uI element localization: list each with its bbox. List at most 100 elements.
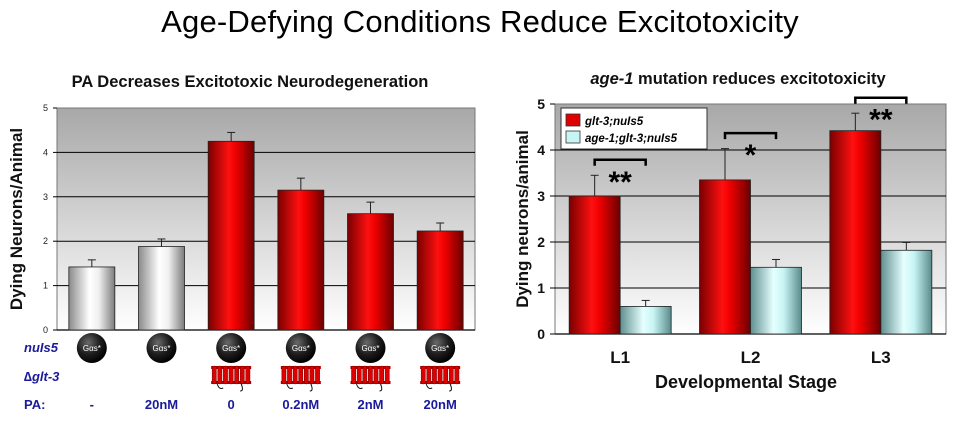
receptor-helix: [356, 365, 362, 385]
receptor-helix: [228, 365, 234, 385]
gas-ball-label: Gαs*: [362, 344, 380, 353]
receptor-helix: [281, 365, 287, 385]
receptor-helix: [292, 365, 298, 385]
receptor-helix: [351, 365, 356, 385]
receptor-helix: [384, 365, 390, 385]
glt3-receptor-icon: [211, 365, 252, 392]
right-y-tick-label: 4: [537, 142, 545, 158]
right-y-tick-label: 0: [537, 326, 545, 342]
page-title: Age-Defying Conditions Reduce Excitotoxi…: [161, 4, 799, 39]
pa-value-label: 0.2nM: [282, 397, 319, 412]
right-bar-series-2: [880, 249, 933, 335]
gas-ball-icon: [425, 333, 456, 363]
left-y-tick-label: 1: [43, 281, 48, 291]
gas-ball-label: Gαs*: [222, 344, 240, 353]
right-x-tick-label: L1: [610, 348, 630, 367]
right-bar-series-1: [829, 130, 882, 335]
pa-value-label: 20nM: [145, 397, 178, 412]
left-y-axis-label: Dying Neurons/Animal: [7, 128, 26, 310]
right-chart-title: age-1 mutation reduces excitotoxicity: [590, 70, 886, 88]
receptor-helix: [239, 365, 245, 385]
right-bar-series-2: [750, 266, 802, 335]
receptor-helix: [234, 365, 240, 385]
left-y-tick-label: 0: [43, 325, 48, 335]
right-x-tick-label: L3: [871, 348, 891, 367]
left-gridlines: [57, 151, 475, 331]
receptor-helix: [211, 365, 217, 385]
receptor-tail: [286, 383, 294, 389]
left-bar: [138, 246, 185, 331]
receptor-helix: [217, 365, 223, 385]
receptor-helix: [287, 365, 292, 385]
left-chart-title: PA Decreases Excitotoxic Neurodegenerati…: [72, 73, 429, 91]
right-bar-series-2: [619, 305, 672, 335]
right-bars: [568, 112, 933, 335]
receptor-tail: [216, 383, 224, 389]
receptor-helix: [454, 365, 460, 385]
receptor-helix: [223, 365, 228, 385]
receptor-helix: [379, 365, 384, 385]
left-bar: [416, 230, 464, 331]
significance-marker: **: [608, 166, 632, 199]
receptor-tail: [309, 383, 313, 392]
significance-marker: *: [745, 139, 757, 172]
significance-bracket: [723, 131, 778, 140]
receptor-helix: [448, 365, 454, 385]
right-title-rest: mutation reduces excitotoxicity: [633, 70, 886, 88]
receptor-helix: [443, 365, 449, 385]
receptor-helix: [368, 365, 373, 385]
receptor-tail: [356, 383, 363, 389]
pa-value-label: 2nM: [358, 397, 384, 412]
receptor-helix: [432, 365, 437, 385]
gas-ball-label: Gαs*: [431, 344, 449, 353]
gas-ball-label: Gαs*: [292, 344, 310, 353]
gas-ball-label: Gαs*: [83, 344, 101, 353]
right-y-tick-label: 5: [537, 96, 545, 112]
receptor-helix: [426, 365, 432, 385]
receptor-tail: [240, 383, 243, 392]
gas-ball-icon: [146, 333, 177, 363]
left-bars: [68, 131, 464, 331]
receptor-tail: [425, 383, 433, 389]
right-legend: glt-3;nuIs5 age-1;glt-3;nuIs5: [560, 107, 708, 150]
right-y-tick-label: 2: [537, 234, 545, 250]
left-bar: [347, 213, 394, 331]
left-condition-rows: Gαs* - Gαs* 20nM Gαs* 0 Gαs* 0.2nM Gαs* 2nM Gαs* 20…: [76, 333, 461, 412]
gas-ball-icon: [285, 333, 316, 363]
receptor-helix: [298, 365, 304, 385]
left-y-tick-label: 5: [43, 103, 48, 113]
receptor-helix: [309, 365, 315, 385]
right-title-italic: age-1: [590, 70, 633, 88]
right-chart: age-1 mutation reduces excitotoxicity 0 1…: [513, 70, 947, 392]
left-y-tick-label: 4: [43, 147, 48, 157]
receptor-helix: [245, 365, 251, 385]
significance-bracket: [593, 158, 647, 166]
right-significance: *****: [593, 96, 908, 199]
legend-swatch-series-1: [565, 113, 581, 127]
gas-ball-icon: [216, 333, 247, 363]
left-y-tick-label: 2: [43, 236, 48, 246]
right-x-ticks: L1 L2 L3: [610, 348, 891, 367]
pa-row-label: PA:: [24, 397, 45, 412]
gas-ball-icon: [355, 333, 386, 363]
nuls5-row-label: nuIs5: [24, 340, 59, 355]
pa-value-label: -: [90, 397, 94, 412]
pa-value-label: 20nM: [424, 397, 457, 412]
receptor-tail: [379, 383, 383, 392]
legend-box: [560, 107, 708, 150]
left-plot-area: [56, 107, 476, 331]
receptor-helix: [373, 365, 379, 385]
left-y-ticks: 0 1 2 3 4 5: [43, 103, 57, 335]
glt3-receptor-icon: [280, 365, 321, 392]
left-bar: [207, 140, 255, 331]
gas-ball-label: Gαs*: [153, 344, 171, 353]
receptor-helix: [420, 365, 426, 385]
left-chart: PA Decreases Excitotoxic Neurodegenerati…: [7, 73, 476, 412]
receptor-helix: [303, 365, 309, 385]
legend-swatch-series-2: [565, 130, 581, 144]
right-bar-series-1: [699, 179, 751, 335]
legend-label-series-2: age-1;glt-3;nuIs5: [585, 133, 678, 145]
glt3-row-label: ∆glt-3: [24, 369, 60, 384]
glt3-receptor-icon: [350, 365, 391, 392]
